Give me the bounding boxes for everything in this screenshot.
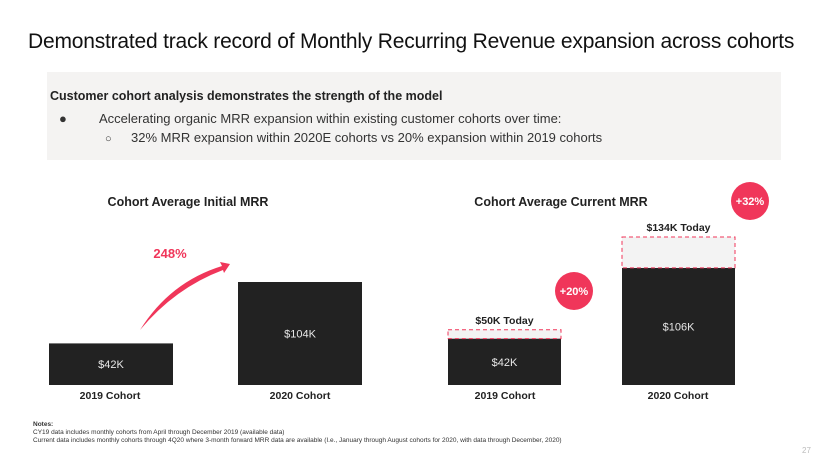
- summary-panel: Customer cohort analysis demonstrates th…: [47, 72, 781, 160]
- chart1-category-label: 2019 Cohort: [80, 390, 141, 402]
- chart2-bar-label: $42K: [492, 357, 518, 369]
- notes: Notes: CY19 data includes monthly cohort…: [33, 421, 562, 445]
- chart2-bar-expansion: [447, 329, 562, 340]
- chart2-bar-label: $106K: [663, 321, 695, 333]
- chart2-bar-expansion: [621, 236, 736, 269]
- note-line: Current data includes monthly cohorts th…: [33, 437, 562, 444]
- chart2-category-label: 2019 Cohort: [475, 390, 536, 402]
- growth-arrow-icon: [140, 262, 230, 330]
- slide-title: Demonstrated track record of Monthly Rec…: [28, 30, 795, 53]
- chart2-total-label: $134K Today: [647, 222, 711, 234]
- growth-badge-label: +20%: [560, 286, 589, 298]
- chart2-category-label: 2020 Cohort: [648, 390, 709, 402]
- chart1-bar: [238, 282, 362, 385]
- bullet-1: ● Accelerating organic MRR expansion with…: [59, 111, 561, 126]
- chart1-bar-label: $104K: [284, 329, 316, 341]
- growth-badge: [555, 272, 593, 310]
- growth-badge: [731, 182, 769, 220]
- chart1-category-label: 2020 Cohort: [270, 390, 331, 402]
- bullet-1-text: Accelerating organic MRR expansion withi…: [99, 111, 562, 126]
- growth-badge-label: +32%: [736, 196, 765, 208]
- notes-heading: Notes:: [33, 421, 54, 428]
- bullet-dot-icon: ●: [59, 111, 67, 126]
- chart2-title: Cohort Average Current MRR: [474, 195, 647, 209]
- summary-heading: Customer cohort analysis demonstrates th…: [50, 89, 443, 103]
- chart1-bar: [49, 343, 173, 385]
- bullet-2-text: 32% MRR expansion within 2020E cohorts v…: [131, 130, 603, 145]
- chart2-bar-initial: [448, 338, 561, 385]
- chart1-annotation: 248%: [153, 246, 187, 261]
- bullet-circle-icon: ○: [105, 133, 112, 145]
- bullet-2: ○ 32% MRR expansion within 2020E cohorts …: [105, 130, 602, 145]
- chart1-bar-label: $42K: [98, 359, 124, 371]
- chart2-bar-initial: [622, 267, 735, 385]
- page-number: 27: [802, 446, 811, 455]
- chart1-title: Cohort Average Initial MRR: [108, 195, 269, 209]
- note-line: CY19 data includes monthly cohorts from …: [33, 429, 285, 436]
- chart2-total-label: $50K Today: [475, 315, 533, 327]
